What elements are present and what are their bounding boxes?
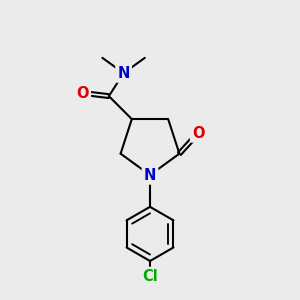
Text: O: O: [76, 86, 89, 101]
Text: Cl: Cl: [142, 269, 158, 284]
Text: N: N: [117, 66, 130, 81]
Text: O: O: [192, 126, 205, 141]
Text: N: N: [144, 167, 156, 182]
